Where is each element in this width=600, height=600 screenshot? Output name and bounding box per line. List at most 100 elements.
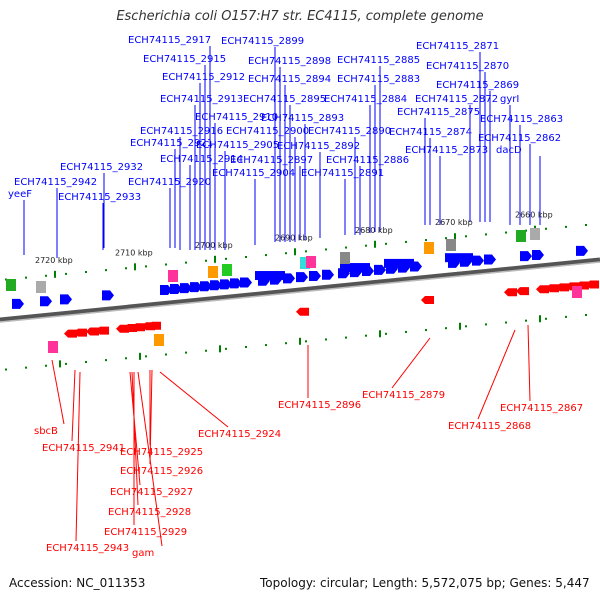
inner-ring-dot [185, 351, 187, 354]
inner-ring-dot [465, 325, 467, 328]
gene-label-top: ECH74115_2905 [196, 140, 279, 151]
gene-label-top: ECH74115_2916 [140, 126, 223, 137]
outer-ring-dot [365, 244, 367, 247]
reverse-gene-arrow [546, 284, 559, 293]
forward-gene-arrow [12, 298, 24, 309]
inner-ring-dot [365, 334, 367, 337]
map-title: Escherichia coli O157:H7 str. EC4115, co… [116, 9, 484, 24]
gene-label-top: ECH74115_2904 [212, 168, 295, 179]
forward-gene-arrow [102, 290, 114, 301]
gene-label-top: ECH74115_2942 [14, 177, 97, 188]
gene-label-top: ECH74115_2897 [230, 155, 313, 166]
inner-ring-dot [305, 340, 307, 343]
outer-ring-dot [265, 254, 267, 257]
gene-label-top: ECH74115_2894 [248, 74, 331, 85]
tick-label: 2660 kbp [515, 211, 553, 220]
forward-gene-arrow [532, 249, 544, 260]
inner-ring-dot [325, 338, 327, 341]
gene-label-bottom: ECH74115_2896 [278, 400, 361, 411]
gene-label-top: ECH74115_2884 [324, 94, 407, 105]
forward-gene-arrow [60, 294, 72, 305]
inner-ring-dot [225, 347, 227, 350]
inner-ring-dot [505, 321, 507, 324]
inner-ring-dot [205, 349, 207, 352]
gene-label-top: ECH74115_2895 [243, 94, 326, 105]
gene-label-top: ECH74115_2915 [143, 54, 226, 65]
gene-label-top: ECH74115_2862 [478, 133, 561, 144]
gene-label-bottom: ECH74115_2925 [120, 447, 203, 458]
leader-line [131, 371, 139, 506]
misc-feature-box [48, 341, 58, 353]
outer-ring-dot [565, 225, 567, 228]
gene-label-top: ECH74115_2899 [221, 36, 304, 47]
reverse-gene-arrow [296, 307, 309, 316]
reverse-gene-arrow [421, 296, 434, 305]
inner-ring-dot [345, 336, 347, 339]
gene-label-top: ECH74115_2932 [60, 162, 143, 173]
forward-gene-arrow [230, 278, 242, 289]
gene-label-top: ECH74115_2917 [128, 35, 211, 46]
gene-label-top: ECH74115_2914 [160, 154, 243, 165]
tick-label: 2700 kbp [195, 241, 233, 250]
forward-gene-block [255, 271, 285, 281]
leader-line [75, 371, 81, 542]
outer-ring-dot [425, 239, 427, 242]
inner-ring-dot [145, 355, 147, 358]
outer-ring-dot [445, 237, 447, 240]
inner-ring-dot [265, 344, 267, 347]
leader-line [159, 371, 229, 428]
inner-ring-dot [425, 329, 427, 332]
leader-line [51, 359, 65, 425]
gene-label-top: ECH74115_2900 [226, 126, 309, 137]
misc-feature-box [306, 256, 316, 268]
misc-feature-box [572, 286, 582, 298]
outer-ring-dot [385, 242, 387, 245]
outer-ring-dot [45, 274, 47, 277]
gene-label-bottom: ECH74115_2927 [110, 487, 193, 498]
reverse-gene-arrow [86, 327, 99, 336]
gene-label-top: ECH74115_2913 [160, 94, 243, 105]
accession-text: Accession: NC_011353 [9, 576, 146, 590]
outer-ring-dot [165, 263, 167, 266]
leader-line [477, 329, 516, 420]
reverse-gene-arrow [148, 321, 161, 330]
gene-label-bottom: ECH74115_2943 [46, 543, 129, 554]
outer-ring-dot [405, 240, 407, 243]
forward-gene-arrow [190, 282, 202, 293]
gene-label-top: dacD [496, 145, 522, 156]
outer-ring-dot [465, 235, 467, 238]
gene-label-bottom: ECH74115_2928 [108, 507, 191, 518]
gene-label-bottom: gam [132, 548, 154, 559]
gene-label-top: ECH74115_2920 [128, 177, 211, 188]
misc-feature-box [222, 264, 232, 276]
misc-feature-box [6, 279, 16, 291]
gene-label-top: ECH74115_2875 [397, 107, 480, 118]
misc-feature-box [516, 230, 526, 242]
inner-ring-dot [5, 368, 7, 371]
gene-label-top: ECH74115_2883 [337, 74, 420, 85]
reverse-gene-arrow [96, 326, 109, 335]
forward-gene-arrow [520, 251, 532, 262]
outer-ring-dot [225, 257, 227, 260]
forward-gene-arrow [180, 283, 192, 294]
inner-ring-dot [65, 362, 67, 365]
gene-label-top: ECH74115_2872 [415, 94, 498, 105]
gene-label-top: gyrI [500, 94, 519, 105]
backbone-highlight [0, 261, 600, 323]
reverse-gene-arrow [516, 287, 529, 296]
forward-gene-arrow [160, 284, 172, 295]
tick-label: 2670 kbp [435, 218, 473, 227]
outer-ring-dot [485, 233, 487, 236]
forward-gene-arrow [200, 281, 212, 292]
outer-ring-dot [585, 224, 587, 227]
reverse-gene-arrow [556, 283, 569, 292]
forward-gene-block [445, 253, 473, 263]
gene-label-top: ECH74115_2890 [308, 126, 391, 137]
gene-label-bottom: ECH74115_2867 [500, 403, 583, 414]
forward-gene-arrow [484, 254, 496, 265]
reverse-gene-arrow [64, 329, 77, 338]
gene-label-bottom: ECH74115_2924 [198, 429, 281, 440]
gene-label-bottom: ECH74115_2879 [362, 390, 445, 401]
